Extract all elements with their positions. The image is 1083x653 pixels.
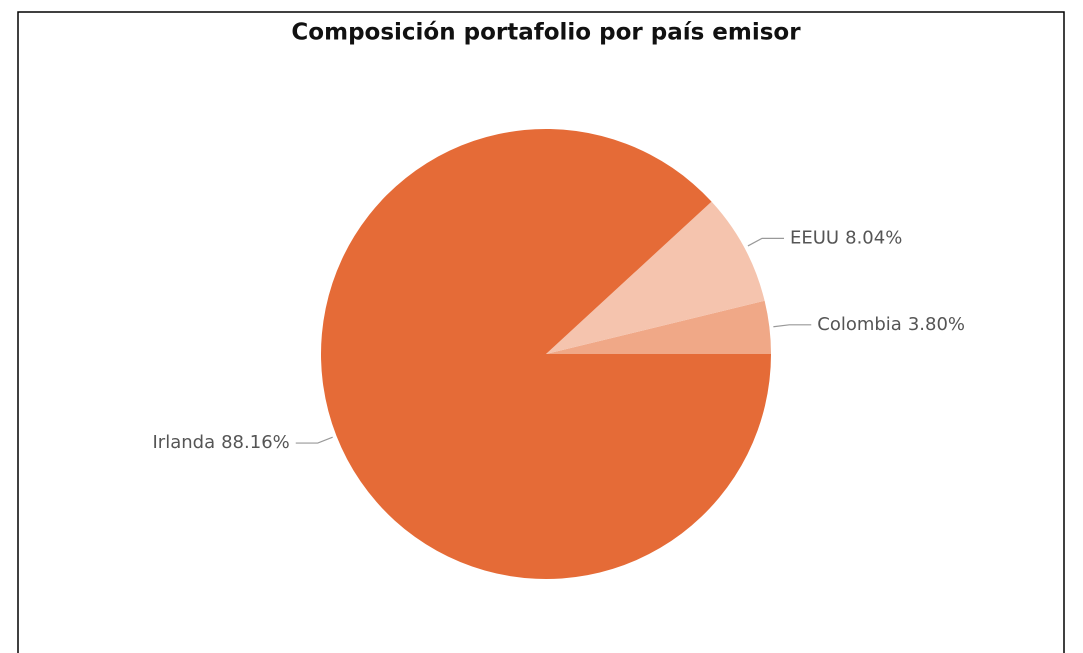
leader-line	[773, 324, 812, 328]
data-label: EEUU 8.04%	[790, 227, 902, 248]
leader-line	[747, 237, 785, 247]
data-label: Colombia 3.80%	[817, 314, 965, 335]
label-value: 3.80%	[908, 314, 965, 335]
label-category: Irlanda	[153, 432, 216, 453]
pie-slice	[546, 300, 771, 354]
frame	[17, 11, 1065, 653]
data-label: Irlanda 88.16%	[153, 432, 290, 453]
leader-line	[295, 436, 333, 444]
label-value: 88.16%	[221, 432, 290, 453]
chart-title: Composición portafolio por país emisor	[291, 20, 801, 46]
label-category: EEUU	[790, 227, 839, 248]
pie-slice	[546, 201, 765, 354]
pie-slice	[321, 128, 771, 579]
label-value: 8.04%	[845, 227, 902, 248]
label-category: Colombia	[817, 314, 902, 335]
